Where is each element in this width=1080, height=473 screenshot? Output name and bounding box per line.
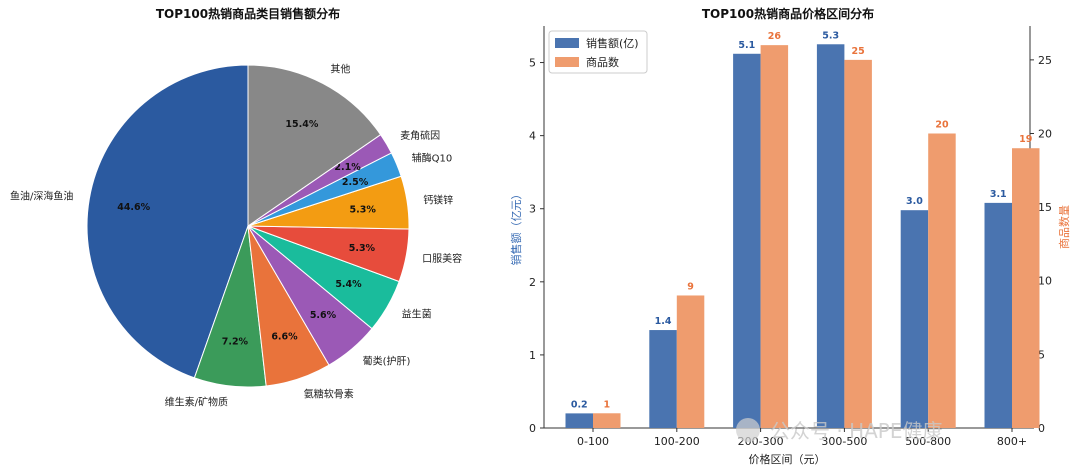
- pie-slice-label: 其他: [330, 63, 350, 76]
- pie-slice-percent: 5.6%: [310, 310, 337, 321]
- pie-slice-label: 辅酶Q10: [412, 152, 453, 165]
- x-tick-label: 800+: [997, 435, 1027, 448]
- sales-bar: [816, 44, 845, 428]
- count-bar: [593, 413, 621, 428]
- count-bar-value-label: 19: [1019, 134, 1032, 145]
- legend-label: 销售额(亿): [586, 36, 639, 50]
- pie-slice-label: 钙镁锌: [423, 193, 453, 206]
- x-tick-label: 300-500: [821, 435, 867, 448]
- x-axis-label: 价格区间（元）: [749, 452, 826, 466]
- left-y-tick-label: 0: [529, 422, 536, 435]
- pie-slice-label: 氨糖软骨素: [304, 388, 354, 401]
- right-y-tick-label: 5: [1038, 348, 1045, 361]
- watermark-text: 公众号 · HAPE健康: [770, 419, 943, 443]
- right-y-axis-label: 商品数量: [1057, 205, 1071, 249]
- right-y-tick-label: 15: [1038, 201, 1052, 214]
- sales-bar: [565, 413, 593, 428]
- sales-bar-value-label: 5.3: [822, 30, 839, 41]
- sales-bar-value-label: 0.2: [571, 399, 588, 410]
- pie-slice-percent: 6.6%: [271, 332, 298, 343]
- pie-slice-label: 益生菌: [402, 308, 432, 321]
- sales-bar: [649, 330, 677, 428]
- pie-slice: [247, 64, 382, 227]
- x-tick-label: 100-200: [654, 435, 700, 448]
- legend-swatch: [555, 57, 579, 67]
- wechat-icon: [736, 418, 760, 442]
- watermark: 公众号 · HAPE健康: [736, 418, 943, 443]
- left-y-axis-label: 销售额（亿元）: [509, 189, 523, 266]
- right-y-tick-label: 20: [1038, 127, 1052, 140]
- right-y-tick-label: 0: [1038, 422, 1045, 435]
- left-y-tick-label: 5: [529, 57, 536, 70]
- pie-slice-percent: 5.3%: [349, 243, 376, 254]
- pie-slice-percent: 5.4%: [335, 279, 362, 290]
- count-bar: [928, 133, 956, 428]
- pie-slice-percent: 5.3%: [350, 204, 377, 215]
- pie-slice-percent: 44.6%: [117, 202, 150, 213]
- x-tick-label: 0-100: [577, 435, 609, 448]
- left-y-tick-label: 4: [529, 130, 536, 143]
- sales-bar-value-label: 3.0: [906, 196, 923, 207]
- left-y-tick-label: 1: [529, 349, 536, 362]
- pie-slice-label: 鱼油/深海鱼油: [10, 190, 73, 203]
- bar-chart-title: TOP100热销商品价格区间分布: [702, 6, 874, 21]
- pie-slice-label: 口服美容: [422, 252, 462, 265]
- count-bar: [760, 45, 789, 429]
- pie-slice-label: 麦角硫因: [400, 129, 440, 142]
- pie-slice-percent: 15.4%: [285, 119, 318, 130]
- count-bar: [844, 59, 872, 428]
- sales-bar: [984, 202, 1012, 428]
- pie-slice-percent: 2.5%: [342, 177, 369, 188]
- count-bar-value-label: 9: [687, 281, 694, 292]
- sales-bar-value-label: 3.1: [990, 189, 1007, 200]
- count-bar-value-label: 1: [603, 399, 610, 410]
- right-y-tick-label: 10: [1038, 275, 1052, 288]
- pie-slice-label: 维生素/矿物质: [165, 396, 228, 409]
- legend-label: 商品数: [586, 55, 619, 69]
- x-tick-label: 500-800: [905, 435, 951, 448]
- right-y-tick-label: 25: [1038, 54, 1052, 67]
- sales-bar: [733, 53, 761, 429]
- count-bar-value-label: 20: [935, 119, 949, 130]
- legend-swatch: [555, 38, 579, 48]
- left-y-tick-label: 2: [529, 276, 536, 289]
- count-bar: [676, 295, 705, 428]
- count-bar-value-label: 25: [852, 46, 865, 57]
- sales-bar-value-label: 5.1: [738, 40, 755, 51]
- sales-bar: [900, 210, 929, 428]
- left-y-tick-label: 3: [529, 203, 536, 216]
- pie-chart: 44.6% 鱼油/深海鱼油 7.2% 维生素/矿物质 6.6% 氨糖软骨素 5.6% 葡类(护…: [10, 63, 462, 409]
- pie-chart-title: TOP100热销商品类目销售额分布: [156, 6, 340, 21]
- bar-chart: 0 1 2 3 4 5 0 5 10 15 20 25 价格区间（元） 销售额（亿元） 商品数量 0-100 0…: [509, 26, 1071, 466]
- pie-slice-percent: 7.2%: [222, 337, 249, 348]
- pie-slice: [86, 64, 249, 379]
- pie-slice-percent: 2.1%: [334, 162, 361, 173]
- count-bar: [1012, 148, 1040, 428]
- chart-legend: 销售额(亿) 商品数: [548, 30, 648, 74]
- sales-bar-value-label: 1.4: [655, 316, 672, 327]
- pie-slice-label: 葡类(护肝): [363, 355, 411, 368]
- count-bar-value-label: 26: [768, 31, 782, 42]
